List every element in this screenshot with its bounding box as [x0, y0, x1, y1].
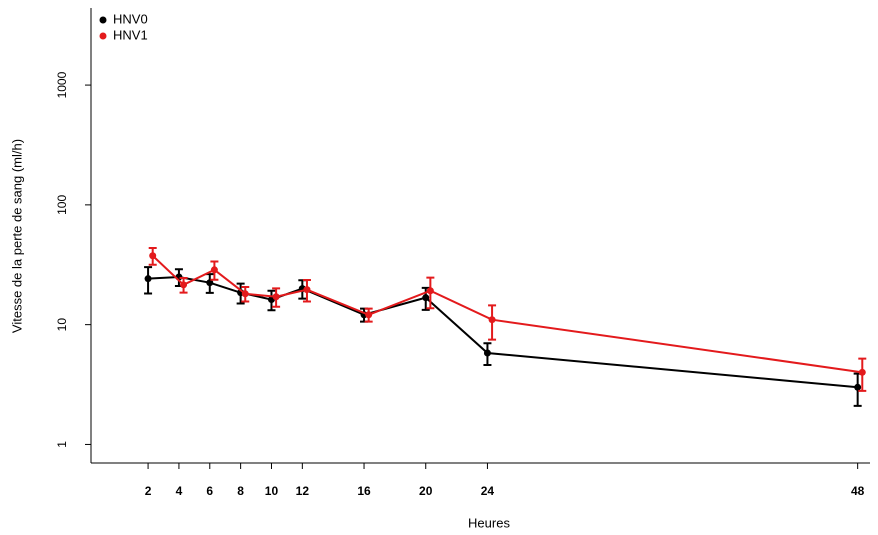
y-tick-label: 100: [55, 195, 69, 215]
point: [488, 316, 496, 324]
point: [180, 281, 188, 289]
x-tick-label: 2: [145, 484, 152, 498]
point: [210, 266, 218, 274]
x-tick-label: 24: [481, 484, 495, 498]
series-line: [152, 255, 863, 374]
point: [483, 349, 491, 357]
point: [426, 287, 434, 295]
y-tick-label: 10: [55, 318, 69, 332]
x-tick-label: 20: [419, 484, 433, 498]
legend-label: HNV0: [113, 11, 148, 26]
x-tick-label: 8: [237, 484, 244, 498]
point: [272, 293, 280, 301]
x-tick-label: 6: [206, 484, 213, 498]
point: [241, 290, 249, 298]
legend-marker: [99, 16, 107, 24]
legend-marker: [99, 32, 107, 40]
x-tick-label: 48: [851, 484, 865, 498]
x-axis-label: Heures: [468, 515, 510, 530]
x-tick-label: 4: [176, 484, 183, 498]
point: [858, 368, 866, 376]
y-tick-label: 1: [55, 441, 69, 448]
series-line: [148, 275, 858, 389]
point: [422, 294, 430, 302]
point: [144, 275, 152, 283]
point: [854, 383, 862, 391]
x-tick-label: 10: [265, 484, 279, 498]
point: [206, 279, 214, 287]
y-axis-label: Vitesse de la perte de sang (ml/h): [9, 139, 24, 333]
point: [303, 286, 311, 294]
point: [365, 311, 373, 319]
x-tick-label: 16: [357, 484, 371, 498]
x-tick-label: 12: [296, 484, 310, 498]
legend-label: HNV1: [113, 27, 148, 42]
point: [149, 252, 157, 260]
y-tick-label: 1000: [55, 71, 69, 98]
